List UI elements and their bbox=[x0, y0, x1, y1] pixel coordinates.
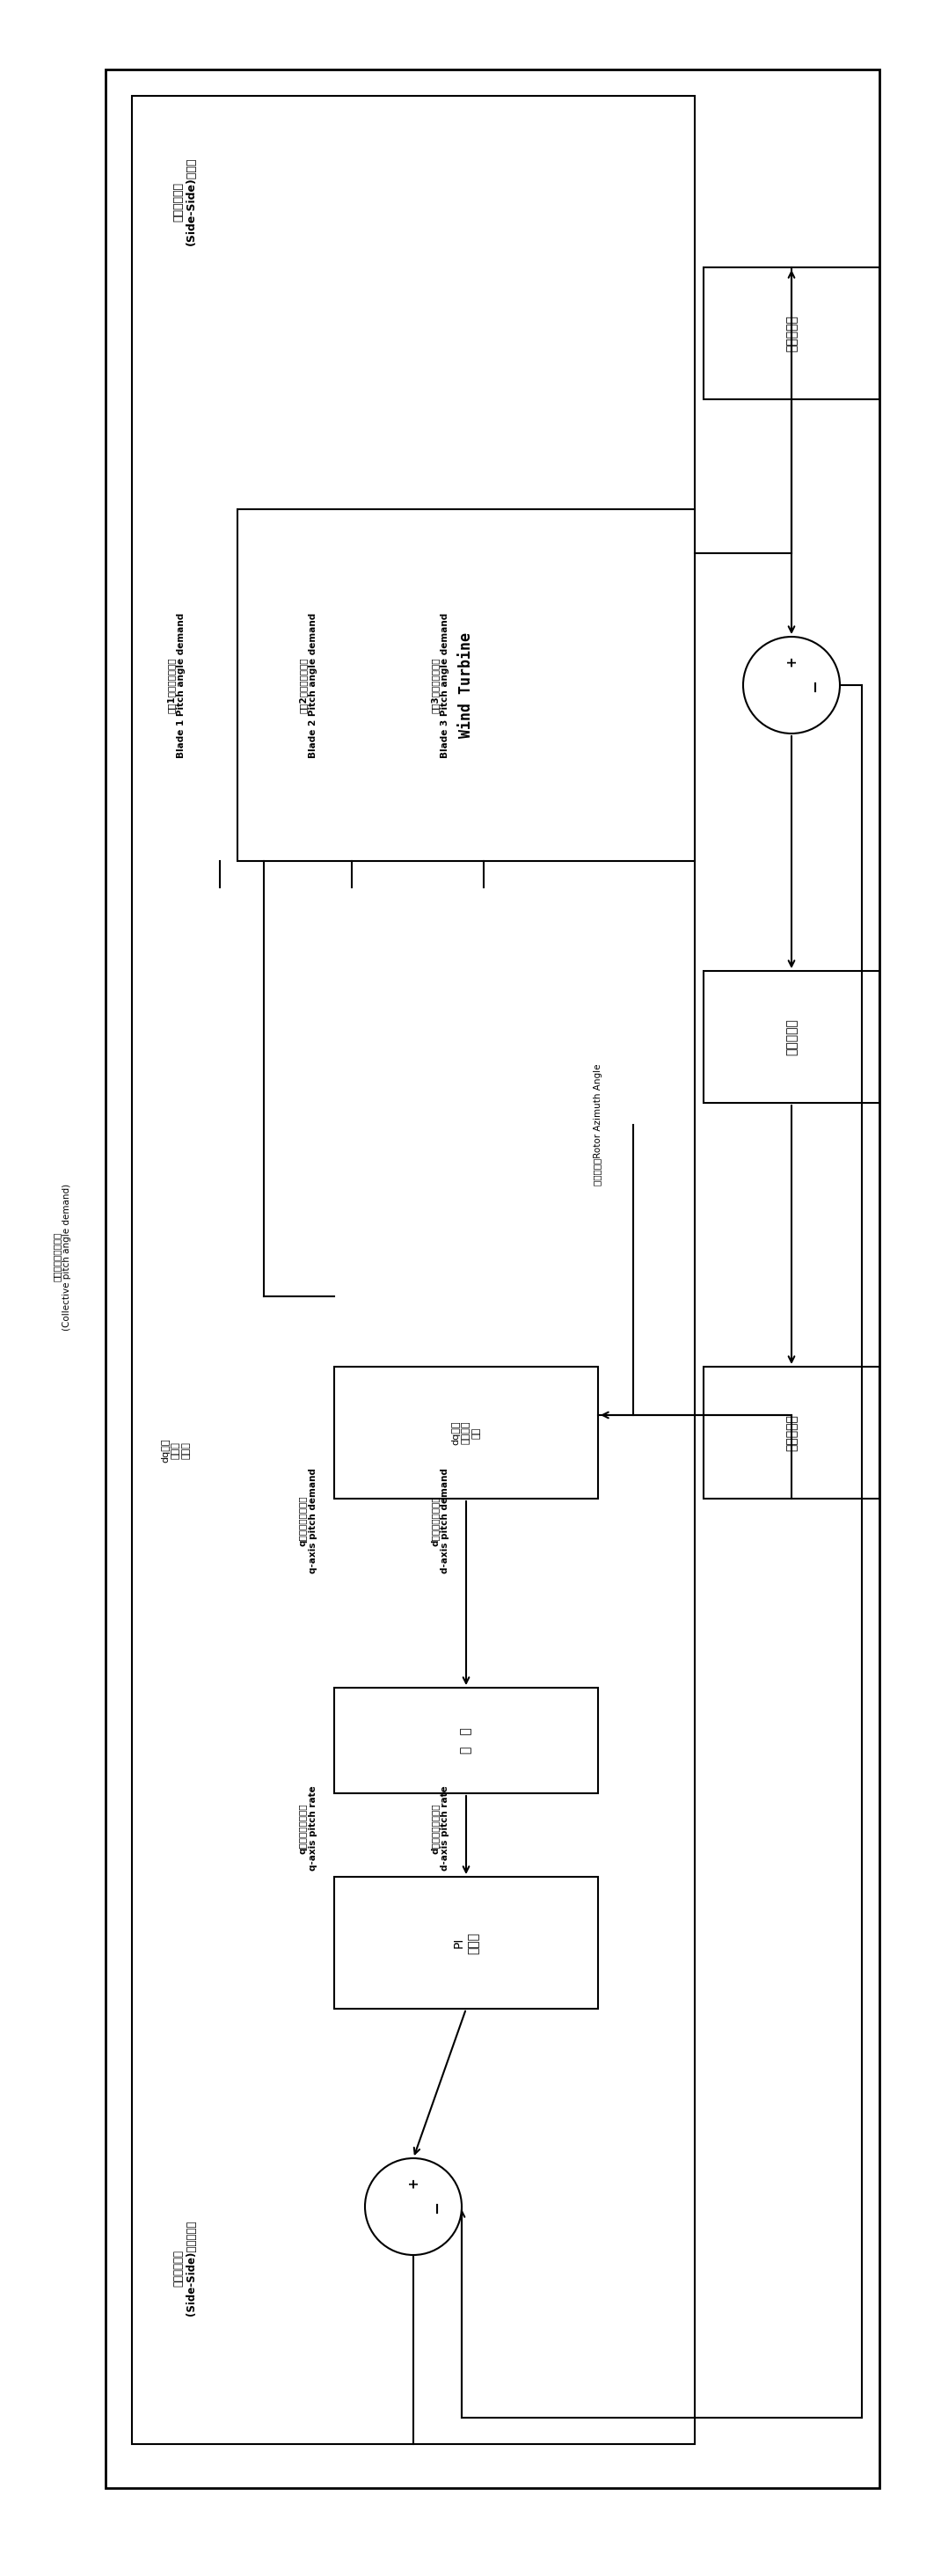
Text: d轴变桨位置给定值
d-axis pitch demand: d轴变桨位置给定值 d-axis pitch demand bbox=[430, 1468, 449, 1574]
Text: q轴变桨位置给定值
q-axis pitch demand: q轴变桨位置给定值 q-axis pitch demand bbox=[298, 1468, 317, 1574]
Bar bbox=[132, 95, 694, 2445]
Bar bbox=[704, 1368, 880, 1499]
Text: 积   分: 积 分 bbox=[460, 1728, 472, 1754]
Text: 陷波滤波器: 陷波滤波器 bbox=[786, 1018, 798, 1056]
Circle shape bbox=[365, 2159, 462, 2254]
Bar bbox=[334, 1687, 598, 1793]
Text: Wind Turbine: Wind Turbine bbox=[458, 631, 474, 737]
Text: 叶轮方位角Rotor Azimuth Angle: 叶轮方位角Rotor Azimuth Angle bbox=[594, 1064, 602, 1185]
Bar bbox=[704, 268, 880, 399]
Text: −: − bbox=[807, 677, 823, 693]
Bar bbox=[105, 70, 880, 2488]
Text: −: − bbox=[430, 2200, 445, 2213]
Bar bbox=[334, 1368, 598, 1499]
Text: 叶片2变桨位置给定值
Blade 2 Pitch angle demand: 叶片2变桨位置给定值 Blade 2 Pitch angle demand bbox=[298, 613, 317, 757]
Bar bbox=[334, 1878, 598, 2009]
Text: 机舱左右方向
(Side-Side)加速度: 机舱左右方向 (Side-Side)加速度 bbox=[172, 157, 197, 245]
Text: q轴变桨速率给定值
q-axis pitch rate: q轴变桨速率给定值 q-axis pitch rate bbox=[298, 1785, 317, 1870]
Bar bbox=[704, 971, 880, 1103]
Text: PI
控制器: PI 控制器 bbox=[453, 1932, 479, 1953]
Text: 机舱左右方向
(Side-Side)加速度定值: 机舱左右方向 (Side-Side)加速度定值 bbox=[172, 2221, 197, 2316]
Text: 叶片1变桨位置给定值
Blade 1 Pitch angle demand: 叶片1变桨位置给定值 Blade 1 Pitch angle demand bbox=[167, 613, 185, 757]
Text: dq坐标
系到各轴
变换: dq坐标 系到各轴 变换 bbox=[452, 1419, 481, 1445]
Text: +: + bbox=[407, 2177, 420, 2187]
Text: 统一变桨位置给定值
(Collective pitch angle demand): 统一变桨位置给定值 (Collective pitch angle demand… bbox=[52, 1182, 72, 1329]
Text: 叶片3变桨位置给定值
Blade 3 Pitch angle demand: 叶片3变桨位置给定值 Blade 3 Pitch angle demand bbox=[430, 613, 449, 757]
Text: 带通滤波器: 带通滤波器 bbox=[786, 1414, 798, 1450]
Text: dq坐标
系到各
轴变换: dq坐标 系到各 轴变换 bbox=[161, 1437, 190, 1463]
Bar bbox=[237, 510, 694, 860]
Text: 低通滤波器: 低通滤波器 bbox=[786, 314, 798, 353]
Circle shape bbox=[743, 636, 840, 734]
Text: +: + bbox=[785, 654, 798, 667]
Text: d轴变桨速率给定值
d-axis pitch rate: d轴变桨速率给定值 d-axis pitch rate bbox=[430, 1785, 449, 1870]
